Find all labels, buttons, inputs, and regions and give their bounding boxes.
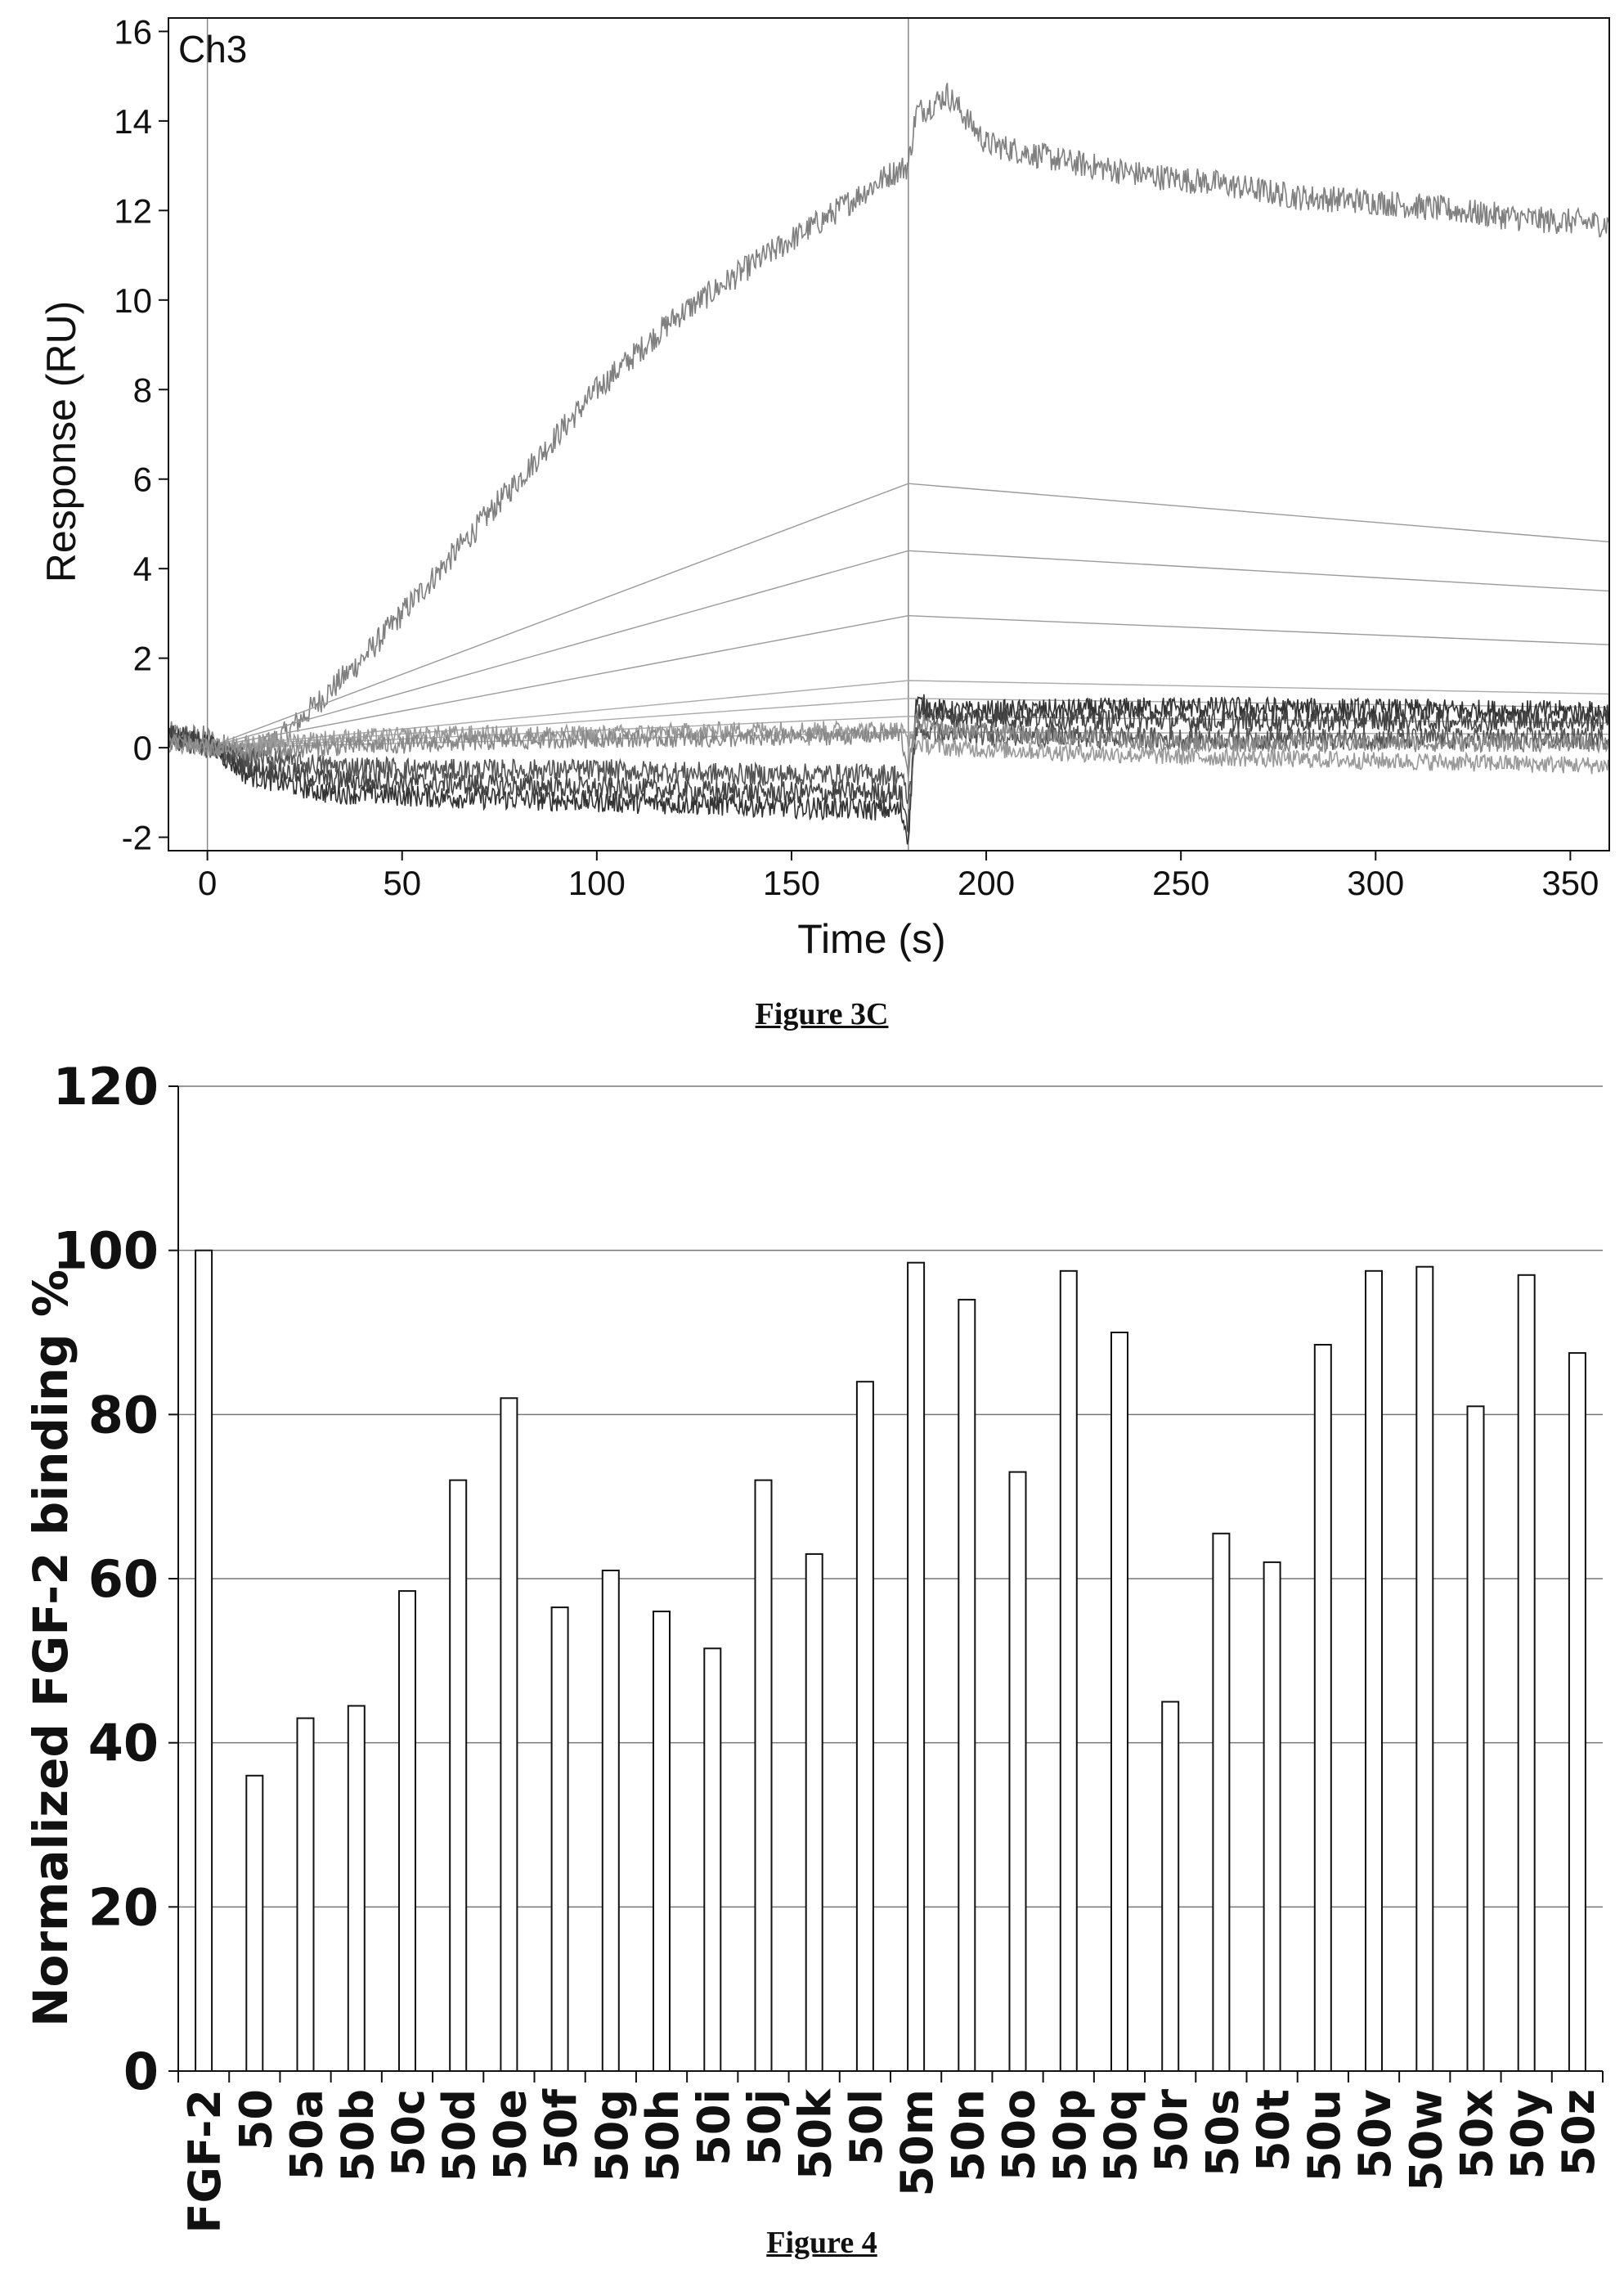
y-tick-label: 12 <box>114 191 152 230</box>
category-label: 50a <box>281 2089 333 2181</box>
category-label: 50z <box>1553 2089 1604 2177</box>
category-label: 50b <box>332 2089 384 2182</box>
category-label: 50c <box>383 2089 434 2177</box>
sensorgram-chart: 0 50 100 150 200 250 300 350 -2 0 2 4 6 8 10 12 14 16 Ch3… <box>38 12 1610 962</box>
y-tick-label: 2 <box>133 640 152 678</box>
response-curve-1 <box>207 483 1610 748</box>
category-label: 50e <box>484 2089 536 2181</box>
x-tick-label: 250 <box>1152 864 1209 902</box>
y-tick-label: -2 <box>122 819 152 857</box>
bar-50o <box>1008 1471 1027 2072</box>
category-label: 50s <box>1196 2089 1248 2177</box>
y-tick-label: 16 <box>114 12 152 51</box>
y-tick-label: 0 <box>133 729 152 767</box>
category-label: 50u <box>1299 2089 1350 2182</box>
bar-50u <box>1313 1344 1332 2072</box>
response-curve-3 <box>207 614 1610 748</box>
bar-50s <box>1212 1532 1231 2072</box>
bar-50z <box>1568 1352 1586 2073</box>
bar-FGF-2 <box>195 1249 213 2072</box>
response-curve-4 <box>207 680 1610 748</box>
category-label: 50m <box>891 2089 943 2196</box>
x-tick-label: 300 <box>1347 864 1404 902</box>
y-axis-label: Normalized FGF-2 binding % <box>23 1269 79 2027</box>
bar-50w <box>1415 1265 1434 2072</box>
category-label: 50x <box>1451 2089 1503 2179</box>
x-tick-label: 150 <box>763 864 820 902</box>
category-label: 50f <box>536 2088 587 2169</box>
bar-50b <box>347 1705 366 2072</box>
category-label: 50q <box>1095 2089 1146 2182</box>
category-label: 50y <box>1502 2089 1554 2179</box>
response-curve-9 <box>168 701 1610 833</box>
y-tick-label: 10 <box>114 281 152 320</box>
channel-label: Ch3 <box>178 28 247 70</box>
y-tick-label: 20 <box>88 1877 159 1937</box>
category-label: 50n <box>942 2089 994 2182</box>
x-tick-label: 50 <box>383 864 421 902</box>
x-tick-label: 200 <box>958 864 1015 902</box>
y-tick-label: 40 <box>88 1714 159 1773</box>
category-label: 50p <box>1044 2089 1096 2182</box>
bar-50e <box>500 1397 518 2072</box>
x-axis-label: Time (s) <box>797 916 945 962</box>
y-tick-label: 14 <box>114 102 152 141</box>
bar-50j <box>754 1479 773 2072</box>
category-label: 50l <box>841 2089 892 2166</box>
bar-50 <box>245 1774 264 2072</box>
bar-50n <box>958 1298 976 2072</box>
category-label: 50k <box>790 2088 841 2180</box>
y-tick-label: 4 <box>133 550 152 588</box>
bar-50f <box>550 1606 569 2072</box>
category-label: 50v <box>1349 2089 1401 2179</box>
y-tick-label: 60 <box>88 1549 159 1609</box>
figure-4-caption: Figure 4 <box>766 2226 877 2260</box>
response-curve-2 <box>207 550 1610 748</box>
category-label: 50h <box>637 2089 689 2182</box>
x-tick-label: 0 <box>198 864 217 902</box>
category-label: 50t <box>1248 2089 1299 2172</box>
figure-3c-caption: Figure 3C <box>755 997 889 1031</box>
category-label: 50i <box>688 2089 739 2166</box>
response-curve-0 <box>168 83 1610 767</box>
bar-50t <box>1263 1561 1281 2072</box>
x-tick-label: 350 <box>1541 864 1599 902</box>
bar-50k <box>805 1552 823 2072</box>
bar-50i <box>703 1647 722 2072</box>
bar-50a <box>296 1717 315 2072</box>
y-axis-label: Response (RU) <box>38 301 84 583</box>
category-label: 50 <box>230 2089 281 2150</box>
bar-50q <box>1110 1332 1128 2072</box>
response-curve-8 <box>168 694 1610 845</box>
y-tick-label: 0 <box>123 2042 159 2101</box>
y-tick-label: 80 <box>88 1385 159 1445</box>
y-tick-label: 6 <box>133 461 152 499</box>
y-tick-label: 100 <box>53 1221 159 1281</box>
bar-50v <box>1365 1269 1383 2073</box>
y-tick-label: 120 <box>53 1057 159 1117</box>
category-label: 50g <box>586 2089 638 2182</box>
x-tick-label: 100 <box>568 864 626 902</box>
bar-50p <box>1059 1269 1078 2073</box>
bar-50y <box>1517 1274 1536 2072</box>
bar-50h <box>653 1611 671 2072</box>
y-tick-label: 8 <box>133 371 152 409</box>
bar-50r <box>1161 1701 1180 2072</box>
bar-50d <box>449 1479 468 2072</box>
category-label: 50d <box>433 2089 485 2182</box>
bar-50m <box>907 1261 926 2072</box>
response-curve-12 <box>168 710 1610 779</box>
category-label: 50j <box>739 2089 791 2166</box>
category-label: 50w <box>1400 2089 1451 2191</box>
category-label: 50r <box>1146 2089 1197 2172</box>
category-label: 50o <box>994 2089 1045 2181</box>
category-label: FGF-2 <box>179 2089 231 2233</box>
bar-50x <box>1466 1405 1485 2072</box>
plot-frame <box>168 17 1610 851</box>
bar-50g <box>601 1570 620 2072</box>
bar-50c <box>398 1590 416 2072</box>
bar-50l <box>855 1381 874 2072</box>
